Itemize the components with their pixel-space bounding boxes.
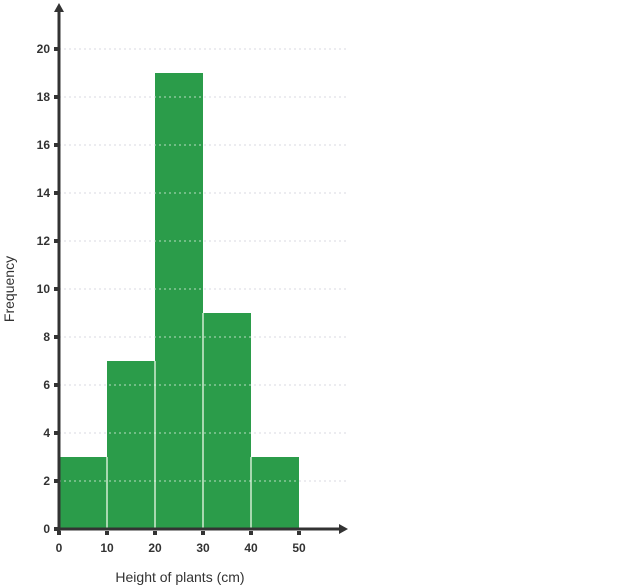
y-tick-mark [54, 431, 58, 435]
x-tick-mark [249, 531, 253, 535]
y-tick-label: 6 [43, 378, 50, 392]
x-tick-mark [153, 531, 157, 535]
x-axis-label: Height of plants (cm) [115, 569, 244, 585]
x-ticks: 0 10 20 30 40 50 [56, 531, 306, 555]
x-tick-label: 50 [292, 541, 306, 555]
histogram-bar [59, 457, 107, 529]
y-axis-label: Frequency [1, 256, 17, 322]
y-tick-label: 14 [37, 186, 51, 200]
x-tick-mark [297, 531, 301, 535]
x-tick-label: 0 [56, 541, 63, 555]
x-tick-label: 10 [100, 541, 114, 555]
y-tick-label: 0 [43, 522, 50, 536]
y-tick-mark [54, 479, 58, 483]
y-tick-label: 8 [43, 330, 50, 344]
y-tick-label: 16 [37, 138, 51, 152]
axes [54, 3, 348, 534]
x-tick-mark [201, 531, 205, 535]
x-tick-label: 20 [148, 541, 162, 555]
y-tick-label: 12 [37, 234, 51, 248]
histogram-bar [203, 313, 251, 529]
x-tick-label: 30 [196, 541, 210, 555]
gridlines-overlay [59, 48, 347, 482]
y-tick-mark [54, 143, 58, 147]
y-axis-arrow-icon [54, 3, 64, 12]
y-tick-mark [54, 239, 58, 243]
y-tick-label: 20 [37, 42, 51, 56]
y-tick-mark [54, 527, 58, 531]
y-tick-mark [54, 287, 58, 291]
y-tick-label: 2 [43, 474, 50, 488]
x-tick-label: 40 [244, 541, 258, 555]
histogram-bar [155, 73, 203, 529]
y-tick-mark [54, 47, 58, 51]
histogram-bar [251, 457, 299, 529]
x-tick-mark [105, 531, 109, 535]
y-ticks: 0 2 4 6 8 10 12 14 16 18 20 [37, 42, 58, 536]
y-tick-mark [54, 95, 58, 99]
y-tick-label: 4 [43, 426, 50, 440]
y-tick-mark [54, 335, 58, 339]
y-tick-mark [54, 191, 58, 195]
y-tick-label: 18 [37, 90, 51, 104]
y-tick-label: 10 [37, 282, 51, 296]
y-tick-mark [54, 383, 58, 387]
x-axis-arrow-icon [339, 524, 348, 534]
bars [59, 73, 299, 529]
x-tick-mark [57, 531, 61, 535]
histogram-bar [107, 361, 155, 529]
